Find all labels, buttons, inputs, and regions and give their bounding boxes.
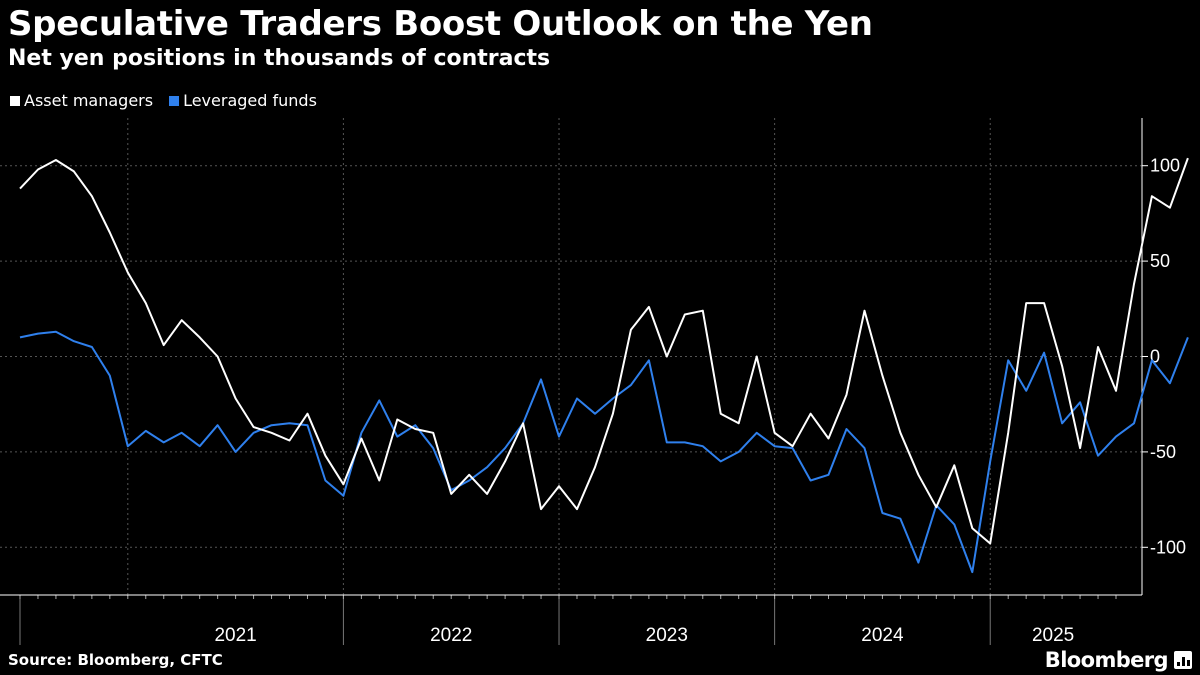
- y-tick-label: 100: [1150, 156, 1180, 176]
- brand-name: Bloomberg: [1044, 648, 1169, 672]
- x-tick-label: 2025: [1032, 625, 1074, 646]
- source-note: Source: Bloomberg, CFTC: [8, 651, 223, 669]
- legend-item-asset-managers: Asset managers: [10, 91, 153, 110]
- legend-swatch-asset-managers: [10, 95, 20, 106]
- page-title: Speculative Traders Boost Outlook on the…: [8, 4, 873, 44]
- x-tick-label: 2023: [646, 625, 688, 646]
- x-tick-label: 2021: [214, 625, 256, 646]
- chart-legend: Asset managers Leveraged funds: [10, 91, 317, 110]
- x-tick-label: 2022: [430, 625, 472, 646]
- y-tick-label: -100: [1150, 537, 1186, 557]
- legend-swatch-leveraged-funds: [169, 95, 180, 106]
- x-tick-label: 2024: [861, 625, 904, 646]
- series-line-leveraged-funds: [19, 330, 1189, 574]
- y-tick-label: 50: [1150, 251, 1170, 271]
- y-tick-label: -50: [1150, 442, 1176, 462]
- legend-item-leveraged-funds: Leveraged funds: [169, 91, 317, 110]
- page-subtitle: Net yen positions in thousands of contra…: [8, 46, 551, 71]
- y-tick-label: 0: [1150, 347, 1160, 367]
- bloomberg-logo-icon: [1174, 651, 1192, 669]
- series-line-asset-managers: [19, 157, 1189, 545]
- brand: Bloomberg: [1045, 648, 1192, 672]
- legend-label-leveraged-funds: Leveraged funds: [183, 91, 317, 110]
- legend-label-asset-managers: Asset managers: [24, 91, 154, 110]
